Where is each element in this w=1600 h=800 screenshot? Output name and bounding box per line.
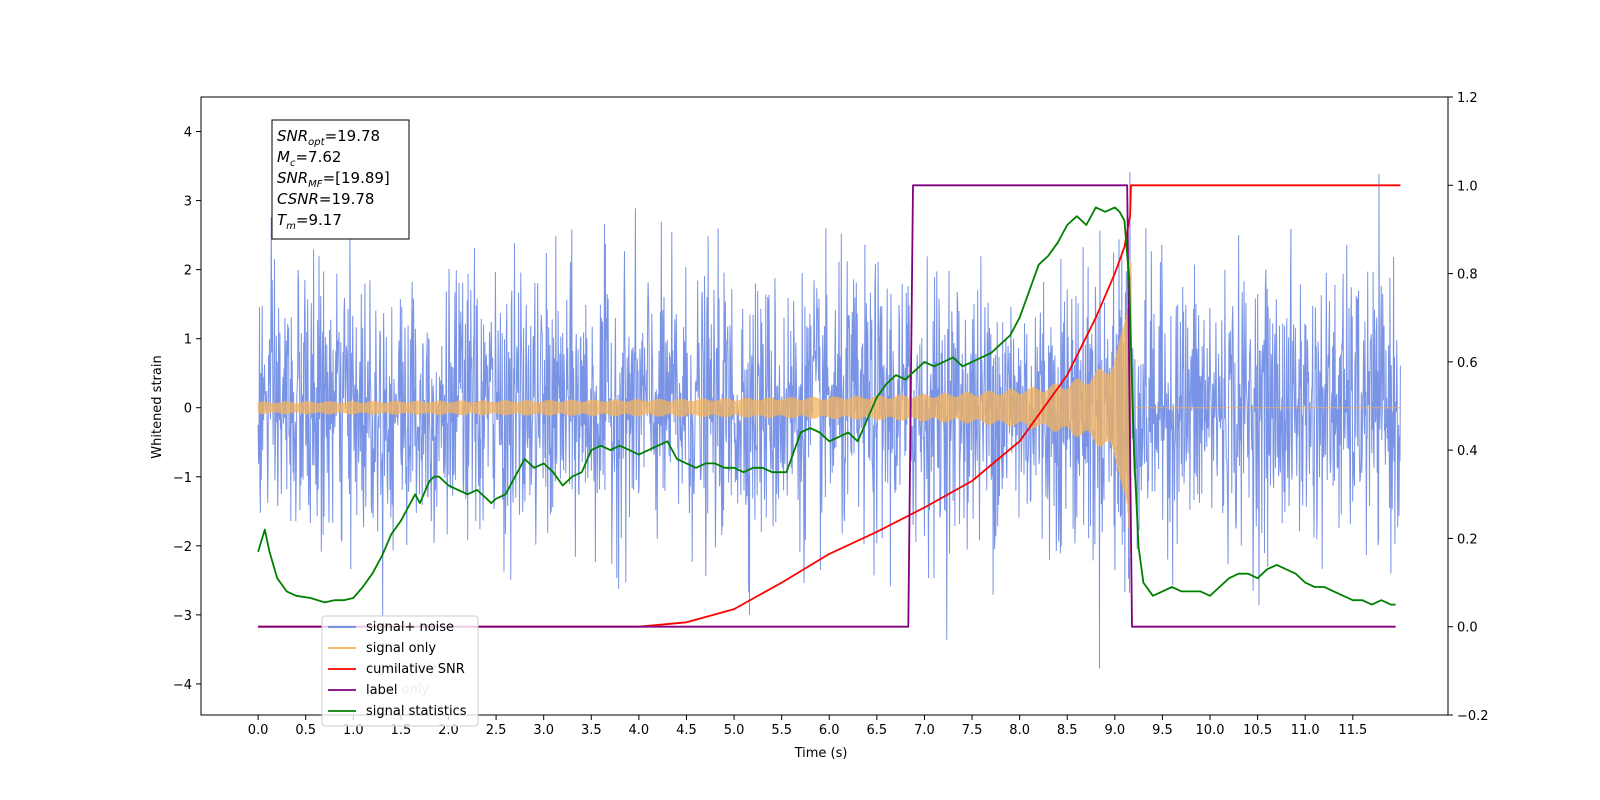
- annotation-box: SNRopt=19.78Mc=7.62SNRMF=[19.89]CSNR=19.…: [271, 119, 410, 240]
- legend-label: signal statistics: [366, 704, 467, 719]
- y-tick-label-right: 0.2: [1457, 532, 1478, 547]
- legend-label: label: [366, 683, 397, 698]
- annotation-value: =19.78: [319, 190, 375, 208]
- x-tick-label: 8.5: [1057, 723, 1078, 738]
- x-tick-label: 3.5: [581, 723, 602, 738]
- annotation-value: =19.78: [325, 127, 381, 145]
- series-signal-only: [257, 260, 1401, 558]
- x-tick-label: 6.0: [819, 723, 840, 738]
- x-tick-label: 10.5: [1243, 723, 1272, 738]
- y-tick-label-left: 0: [184, 402, 192, 417]
- annotation-line: SNRopt=19.78: [277, 127, 380, 148]
- plot-area: 0.0 0.5 1.0 1.5 2.0 2.5 3.0 3.5 4.0 4.5 5.0 5.5 6.0 6…: [173, 91, 1489, 738]
- x-tick-label: 6.5: [867, 723, 888, 738]
- annotation-symbol: CSNR: [277, 190, 319, 208]
- annotation-subscript: opt: [308, 137, 325, 148]
- annotation-symbol: T: [277, 211, 288, 229]
- annotation-subscript: c: [290, 158, 296, 169]
- legend: signal+ noise signal only cumilative SNR la…: [321, 615, 479, 727]
- y-tick-label-right: 0.6: [1457, 356, 1478, 371]
- y-tick-label-left: −4: [173, 678, 192, 693]
- x-tick-label: 4.5: [676, 723, 697, 738]
- x-tick-label: 7.5: [962, 723, 983, 738]
- x-tick-label: 11.5: [1338, 723, 1367, 738]
- annotation-symbol: SNR: [277, 127, 308, 145]
- y-tick-label-left: −3: [173, 609, 192, 624]
- y-tick-label-right: 1.0: [1457, 179, 1478, 194]
- legend-label: cumilative SNR: [366, 662, 465, 677]
- annotation-value: =[19.89]: [323, 169, 390, 187]
- x-tick-label: 1.0: [343, 723, 364, 738]
- annotation-value: =9.17: [296, 211, 342, 229]
- x-tick-label: 5.5: [771, 723, 792, 738]
- y-tick-label-left: −2: [173, 540, 192, 555]
- plot-content: [257, 171, 1401, 669]
- x-axis: 0.0 0.5 1.0 1.5 2.0 2.5 3.0 3.5 4.0 4.5 5.0 5.5 6.0 6…: [248, 715, 1367, 738]
- x-axis-title: Time (s): [794, 746, 848, 761]
- annotation-symbol: SNR: [277, 169, 308, 187]
- x-tick-label: 9.5: [1152, 723, 1173, 738]
- x-tick-label: 11.0: [1291, 723, 1320, 738]
- legend-label: signal+ noise: [366, 620, 454, 635]
- x-tick-label: 10.0: [1196, 723, 1225, 738]
- y-tick-label-right: 0.8: [1457, 268, 1478, 283]
- y-tick-label-left: −1: [173, 471, 192, 486]
- x-tick-label: 2.5: [486, 723, 507, 738]
- x-tick-label: 5.0: [724, 723, 745, 738]
- annotation-line: CSNR=19.78: [277, 190, 374, 208]
- y-tick-label-right: 0.4: [1457, 444, 1478, 459]
- series-signal-statistics: [257, 206, 1396, 606]
- x-tick-label: 7.0: [914, 723, 935, 738]
- annotation-line: Mc=7.62: [277, 148, 341, 169]
- annotation-line: Tm=9.17: [277, 211, 342, 232]
- y-tick-label-right: 0.0: [1457, 621, 1478, 636]
- x-tick-label: 8.0: [1009, 723, 1030, 738]
- y-axis-left: −4 −3 −2 −1 0 1 2 3 4: [173, 126, 201, 693]
- annotation-frame: [271, 119, 410, 240]
- y-axis-title: Whitened strain: [150, 355, 165, 458]
- annotation-subscript: m: [286, 221, 296, 232]
- annotation-line: SNRMF=[19.89]: [277, 169, 390, 190]
- x-tick-label: 0.0: [248, 723, 269, 738]
- annotation-value: =7.62: [295, 148, 341, 166]
- legend-label: signal only: [366, 641, 436, 656]
- x-tick-label: 0.5: [295, 723, 316, 738]
- x-tick-label: 2.0: [438, 723, 459, 738]
- y-tick-label-right: 1.2: [1457, 91, 1478, 106]
- x-tick-label: 4.0: [629, 723, 650, 738]
- y-axis-right: −0.2 0.0 0.2 0.4 0.6 0.8 1.0 1.2: [1448, 91, 1489, 724]
- plot-frame: [200, 96, 1449, 716]
- x-tick-label: 1.5: [391, 723, 412, 738]
- legend-frame: [321, 615, 479, 727]
- series-label: [258, 184, 1396, 628]
- annotation-subscript: MF: [308, 179, 323, 190]
- x-tick-label: 3.0: [533, 723, 554, 738]
- y-tick-label-left: 3: [184, 195, 192, 210]
- y-tick-label-left: 2: [184, 264, 192, 279]
- y-tick-label-left: 1: [184, 333, 192, 348]
- y-tick-label-left: 4: [184, 126, 192, 141]
- x-tick-label: 9.0: [1104, 723, 1125, 738]
- annotation-symbol: M: [277, 148, 290, 166]
- y-tick-label-right: −0.2: [1457, 709, 1489, 724]
